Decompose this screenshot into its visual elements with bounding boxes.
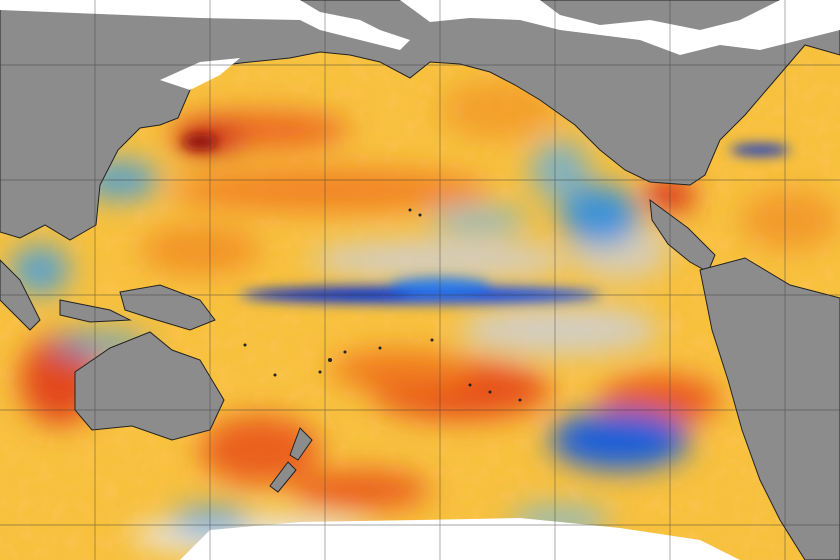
islands (243, 208, 522, 402)
